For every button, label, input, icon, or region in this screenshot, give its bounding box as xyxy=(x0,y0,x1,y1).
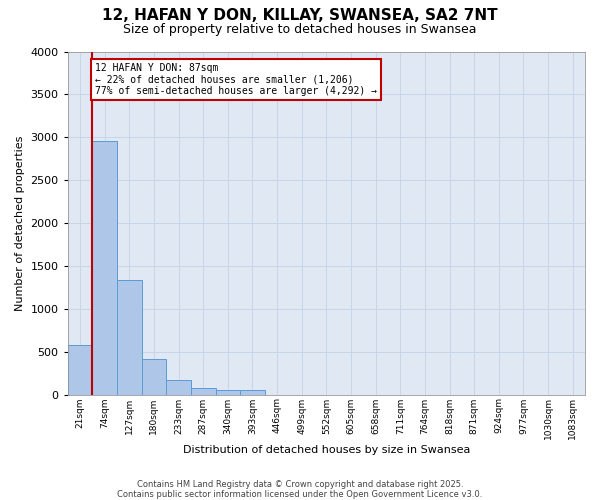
Text: 12 HAFAN Y DON: 87sqm
← 22% of detached houses are smaller (1,206)
77% of semi-d: 12 HAFAN Y DON: 87sqm ← 22% of detached … xyxy=(95,62,377,96)
Bar xyxy=(215,390,240,394)
Bar xyxy=(240,390,265,394)
Bar xyxy=(92,140,117,394)
Y-axis label: Number of detached properties: Number of detached properties xyxy=(15,136,25,310)
Bar xyxy=(191,388,215,394)
Bar xyxy=(166,380,191,394)
X-axis label: Distribution of detached houses by size in Swansea: Distribution of detached houses by size … xyxy=(182,445,470,455)
Bar xyxy=(117,280,142,394)
Text: Contains HM Land Registry data © Crown copyright and database right 2025.
Contai: Contains HM Land Registry data © Crown c… xyxy=(118,480,482,499)
Bar xyxy=(68,345,92,395)
Bar xyxy=(142,358,166,394)
Text: Size of property relative to detached houses in Swansea: Size of property relative to detached ho… xyxy=(123,22,477,36)
Text: 12, HAFAN Y DON, KILLAY, SWANSEA, SA2 7NT: 12, HAFAN Y DON, KILLAY, SWANSEA, SA2 7N… xyxy=(102,8,498,22)
